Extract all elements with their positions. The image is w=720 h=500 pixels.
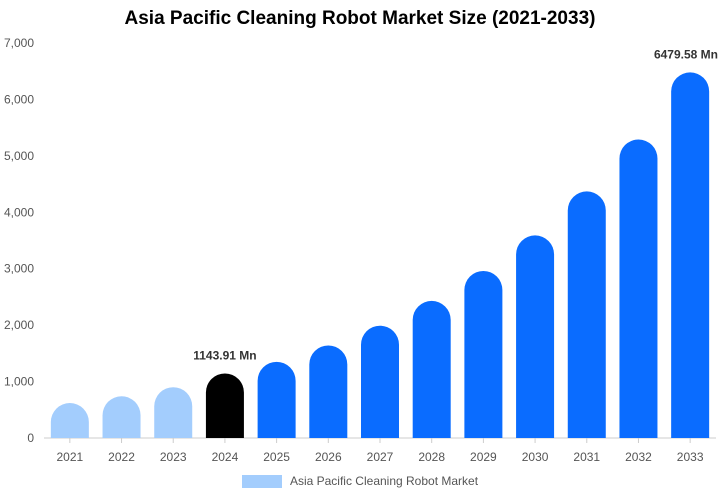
y-tick-label: 2,000 — [4, 318, 34, 332]
bar-2021 — [50, 403, 89, 438]
data-label-2033: 6479.58 Mn — [654, 47, 718, 61]
x-tick-label: 2028 — [418, 450, 445, 464]
bar-2032 — [619, 139, 658, 438]
bar-2027 — [361, 325, 399, 438]
y-tick-label: 5,000 — [4, 149, 34, 163]
legend-label: Asia Pacific Cleaning Robot Market — [289, 474, 479, 488]
x-tick-label: 2031 — [573, 450, 600, 464]
bars — [50, 72, 710, 439]
legend: Asia Pacific Cleaning Robot Market — [0, 474, 720, 488]
bar-2022 — [102, 396, 141, 438]
data-label-2024: 1143.91 Mn — [193, 348, 256, 362]
x-tick-label: 2029 — [470, 450, 497, 464]
bar-2031 — [567, 191, 606, 438]
legend-swatch — [241, 474, 282, 488]
x-axis: 2021 2022 2023 2024 2025 2026 2027 2028 2029 2030… — [44, 437, 716, 464]
y-tick-label: 3,000 — [4, 262, 34, 276]
x-tick-label: 2030 — [522, 450, 549, 464]
bar-2033 — [671, 72, 710, 439]
x-tick-label: 2033 — [677, 450, 704, 464]
x-tick-label: 2023 — [160, 450, 187, 464]
x-tick-label: 2027 — [367, 450, 394, 464]
y-tick-label: 4,000 — [4, 205, 34, 219]
bar-2023 — [154, 387, 193, 438]
bar-2028 — [412, 300, 451, 438]
x-tick-label: 2026 — [315, 450, 342, 464]
bar-2029 — [464, 270, 503, 438]
x-tick-label: 2032 — [625, 450, 652, 464]
x-tick-label: 2021 — [56, 450, 83, 464]
bar-2026 — [309, 345, 348, 438]
bar-2025 — [257, 361, 296, 438]
chart-title: Asia Pacific Cleaning Robot Market Size … — [124, 8, 596, 29]
data-labels: 1143.91 Mn 6479.58 Mn — [193, 47, 718, 362]
y-tick-label: 7,000 — [4, 36, 34, 50]
bar-2030 — [516, 235, 555, 438]
x-tick-label: 2025 — [263, 450, 290, 464]
y-tick-label: 6,000 — [4, 92, 34, 106]
x-tick-label: 2024 — [212, 450, 239, 464]
bar-2024 — [205, 373, 244, 438]
y-tick-label: 1,000 — [4, 375, 34, 389]
y-tick-label: 0 — [27, 431, 34, 445]
x-tick-label: 2022 — [108, 450, 135, 464]
y-axis: 0 1,000 2,000 3,000 4,000 5,000 6,000 7,000 — [4, 36, 34, 445]
